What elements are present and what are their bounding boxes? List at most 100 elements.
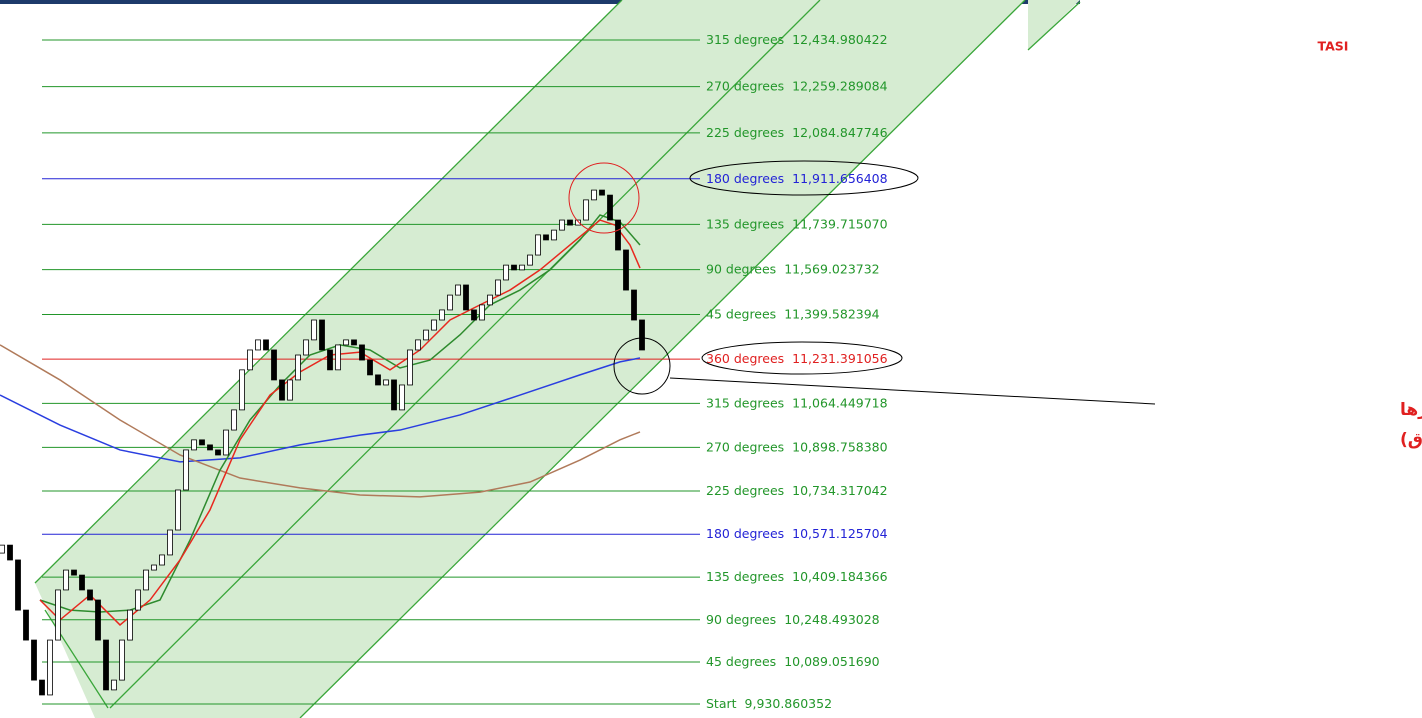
candle [239,369,245,411]
level-label: 315 degrees 12,434.980422 [706,32,888,47]
candle [439,309,445,321]
annotation: غير جيد (العبرة بالاغلاق) [1400,430,1422,450]
level-value: 11,399.582394 [784,306,879,321]
level-name: 135 degrees [706,569,784,584]
candle [343,339,349,346]
level-name: 270 degrees [706,439,784,454]
candle [375,374,381,386]
candle [599,189,605,196]
candle [359,344,365,361]
candle [31,639,37,681]
level-name: 135 degrees [706,216,784,231]
candle [271,349,277,381]
candle [303,339,309,356]
level-label: 135 degrees 11,739.715070 [706,216,888,231]
level-label: 135 degrees 10,409.184366 [706,569,888,584]
candle [255,339,261,351]
highlight-ellipse [701,341,903,375]
level-name: 45 degrees [706,306,776,321]
candle [175,489,181,531]
candle [199,439,205,446]
candle [607,194,613,221]
candle [399,384,405,411]
candle [159,554,165,566]
level-value: 11,911.656408 [792,170,887,185]
candle [527,254,533,266]
candle [335,344,341,371]
chart-title: TASI [1318,39,1349,54]
level-name: 315 degrees [706,395,784,410]
level-name: 180 degrees [706,170,784,185]
moving-average [0,357,641,463]
level-name: 90 degrees [706,261,776,276]
highlight-circle [568,162,640,234]
candle [279,379,285,401]
candle [591,189,597,201]
candle [151,564,157,571]
candle [7,544,13,561]
level-label: 315 degrees 11,064.449718 [706,395,888,410]
top-bar [0,0,1080,4]
level-label: 90 degrees 10,248.493028 [706,611,880,626]
candle [623,249,629,291]
level-name: 360 degrees [706,351,784,366]
candle [535,234,541,256]
candle [327,349,333,371]
level-value: 11,231.391056 [792,351,887,366]
level-name: 90 degrees [706,611,776,626]
level-label: 180 degrees 10,571.125704 [706,526,888,541]
candle [47,639,53,696]
candle [79,574,85,591]
candle [583,199,589,221]
level-label: 180 degrees 11,911.656408 [706,170,888,185]
candle [95,599,101,641]
candle [287,379,293,401]
candle [383,379,389,386]
candle [111,679,117,691]
level-value: 12,434.980422 [792,32,887,47]
candle [511,264,517,271]
level-value: 11,064.449718 [792,395,887,410]
candle [391,379,397,411]
candle [631,289,637,321]
candle [247,349,253,371]
candle [575,219,581,226]
level-label: 45 degrees 10,089.051690 [706,654,880,669]
candle [311,319,317,341]
candle [55,589,61,641]
candle [479,304,485,321]
candle [471,309,477,321]
level-label: 45 degrees 11,399.582394 [706,306,880,321]
level-name: 225 degrees [706,124,784,139]
level-value: 12,259.289084 [792,78,887,93]
level-label: 360 degrees 11,231.391056 [706,351,888,366]
level-label: 225 degrees 10,734.317042 [706,482,888,497]
level-label: 270 degrees 10,898.758380 [706,439,888,454]
candle [639,319,645,351]
level-value: 10,734.317042 [792,482,887,497]
candle [63,569,69,591]
candle [119,639,125,681]
candle [207,444,213,451]
candle [519,264,525,271]
candle [135,589,141,611]
candle [183,449,189,491]
highlight-circle [613,337,671,395]
candle [215,449,221,456]
candle [23,609,29,641]
candle [415,339,421,351]
candle [295,354,301,381]
candle [103,639,109,691]
level-value: 11,739.715070 [792,216,887,231]
level-value: 10,409.184366 [792,569,887,584]
candle [431,319,437,331]
highlight-ellipse [689,160,919,196]
level-name: 315 degrees [706,32,784,47]
candle [551,229,557,241]
candle [231,409,237,431]
level-name: 45 degrees [706,654,776,669]
level-value: 10,571.125704 [792,526,887,541]
candle [71,569,77,576]
candle [423,329,429,341]
level-value: 11,569.023732 [784,261,879,276]
